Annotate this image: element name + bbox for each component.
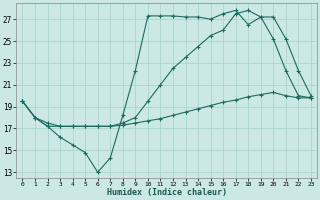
X-axis label: Humidex (Indice chaleur): Humidex (Indice chaleur) <box>107 188 227 197</box>
